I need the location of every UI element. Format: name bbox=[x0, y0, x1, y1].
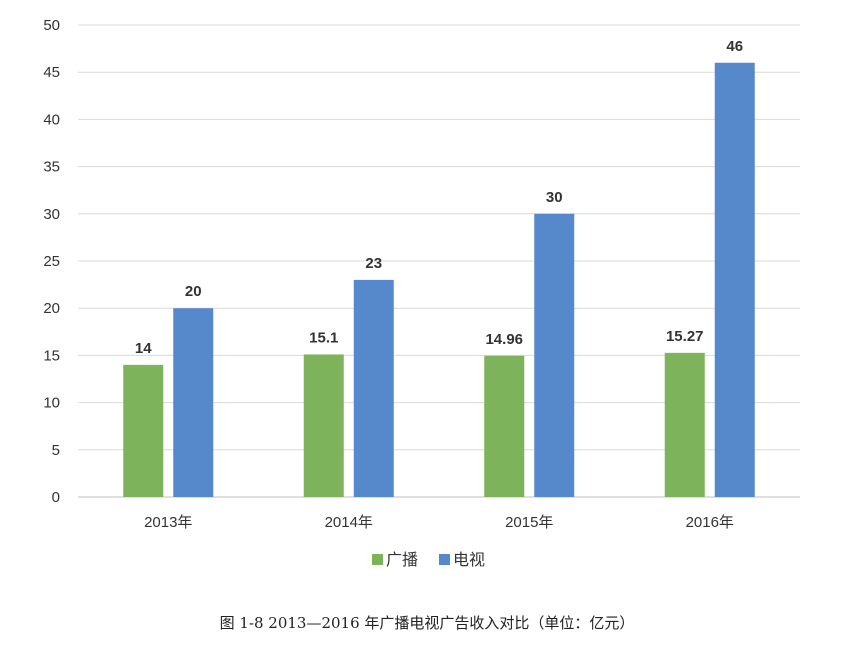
data-label: 14 bbox=[135, 340, 152, 357]
y-tick-label: 25 bbox=[43, 253, 60, 270]
x-tick-label: 2016年 bbox=[686, 514, 734, 531]
data-label: 20 bbox=[185, 283, 202, 300]
y-tick-label: 20 bbox=[43, 300, 60, 317]
y-tick-label: 40 bbox=[43, 111, 60, 128]
bar-tv bbox=[173, 308, 214, 497]
y-tick-label: 35 bbox=[43, 159, 60, 176]
bar-chart: 0 5 10 15 20 25 30 35 40 45 50 14 20 15.1 23 14.96 30 15… bbox=[43, 17, 800, 569]
x-tick-label: 2015年 bbox=[505, 514, 553, 531]
bar-radio bbox=[123, 364, 164, 497]
data-label: 15.1 bbox=[309, 329, 338, 346]
bar-radio bbox=[303, 354, 344, 497]
data-label: 23 bbox=[365, 255, 382, 272]
data-label: 30 bbox=[546, 189, 563, 206]
data-label: 46 bbox=[726, 38, 743, 55]
x-axis: 2013年 2014年 2015年 2016年 bbox=[144, 514, 734, 531]
y-tick-label: 15 bbox=[43, 347, 60, 364]
data-label: 14.96 bbox=[485, 331, 523, 348]
legend: 广播 电视 bbox=[372, 550, 485, 569]
bar-tv bbox=[714, 62, 755, 497]
legend-label: 电视 bbox=[453, 550, 485, 569]
legend-swatch bbox=[372, 554, 383, 565]
bars bbox=[123, 62, 755, 498]
bar-radio bbox=[484, 355, 525, 497]
figure-caption: 图 1-8 2013—2016 年广播电视广告收入对比（单位：亿元） bbox=[219, 614, 635, 632]
y-axis: 0 5 10 15 20 25 30 35 40 45 50 bbox=[43, 17, 60, 506]
legend-label: 广播 bbox=[386, 550, 418, 569]
y-tick-label: 50 bbox=[43, 17, 60, 34]
bar-radio bbox=[664, 352, 705, 497]
x-tick-label: 2013年 bbox=[144, 514, 192, 531]
y-tick-label: 0 bbox=[52, 489, 60, 506]
y-tick-label: 5 bbox=[52, 442, 60, 459]
data-label: 15.27 bbox=[666, 328, 704, 345]
bar-tv bbox=[534, 213, 575, 498]
data-labels: 14 20 15.1 23 14.96 30 15.27 46 bbox=[135, 38, 743, 357]
y-tick-label: 45 bbox=[43, 64, 60, 81]
bar-tv bbox=[353, 279, 394, 497]
legend-swatch bbox=[439, 554, 450, 565]
x-tick-label: 2014年 bbox=[325, 514, 373, 531]
y-tick-label: 30 bbox=[43, 206, 60, 223]
y-tick-label: 10 bbox=[43, 395, 60, 412]
